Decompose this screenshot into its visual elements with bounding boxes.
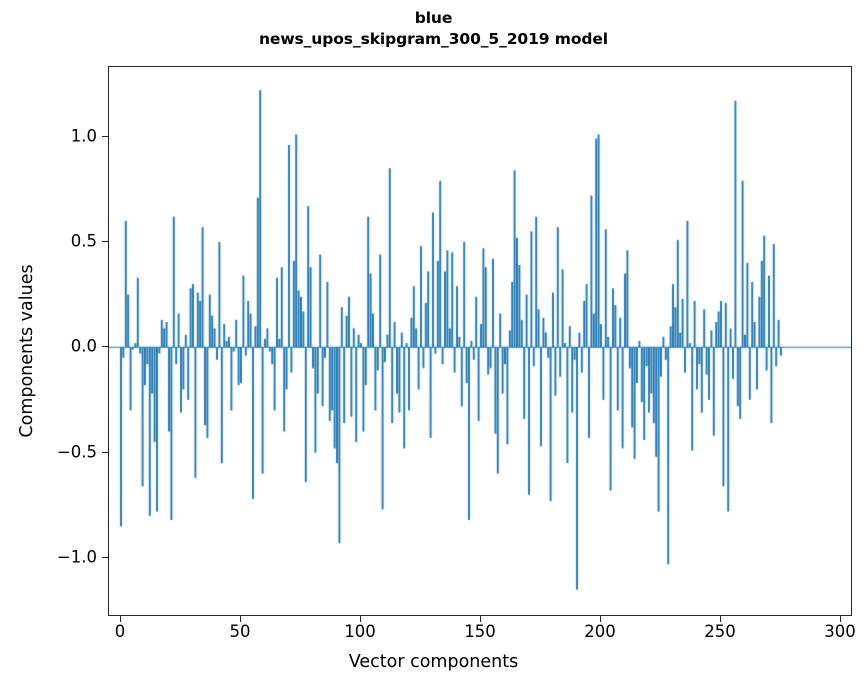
y-tick-mark xyxy=(102,240,108,242)
plot-axes-area xyxy=(108,66,852,616)
x-axis-label: Vector components xyxy=(348,652,519,672)
x-tick-label: 150 xyxy=(464,622,496,641)
x-tick-label: 50 xyxy=(229,622,251,641)
chart-title-line-1: blue xyxy=(414,9,453,27)
y-tick-label: −1.0 xyxy=(56,547,97,567)
x-tick-mark xyxy=(240,616,241,622)
y-tick-mark xyxy=(102,135,108,137)
x-tick-mark xyxy=(120,616,121,622)
x-tick-label: 200 xyxy=(584,622,616,641)
x-tick-label: 100 xyxy=(344,622,376,641)
y-tick-mark xyxy=(102,556,108,558)
y-axis-label: Components values xyxy=(17,264,37,438)
x-tick-label: 250 xyxy=(704,622,736,641)
x-tick-mark xyxy=(480,616,481,622)
chart-title: blue news_upos_skipgram_300_5_2019 model xyxy=(0,8,867,50)
x-tick-mark xyxy=(720,616,721,622)
y-tick-label: −0.5 xyxy=(56,442,97,462)
bar-series-canvas xyxy=(109,67,851,615)
y-tick-label: 0.5 xyxy=(70,231,97,251)
x-tick-mark xyxy=(840,616,841,622)
y-tick-mark xyxy=(102,451,108,453)
x-tick-label: 0 xyxy=(114,622,126,641)
x-tick-mark xyxy=(360,616,361,622)
y-tick-label: 1.0 xyxy=(70,126,97,146)
chart-title-line-2: news_upos_skipgram_300_5_2019 model xyxy=(258,30,609,48)
x-tick-label: 300 xyxy=(824,622,856,641)
y-tick-mark xyxy=(102,346,108,348)
y-tick-label: 0.0 xyxy=(70,336,97,356)
x-tick-mark xyxy=(600,616,601,622)
